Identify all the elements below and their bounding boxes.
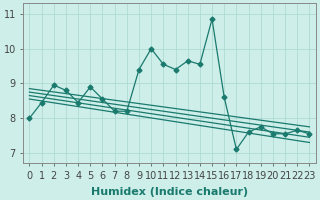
X-axis label: Humidex (Indice chaleur): Humidex (Indice chaleur) — [91, 187, 248, 197]
